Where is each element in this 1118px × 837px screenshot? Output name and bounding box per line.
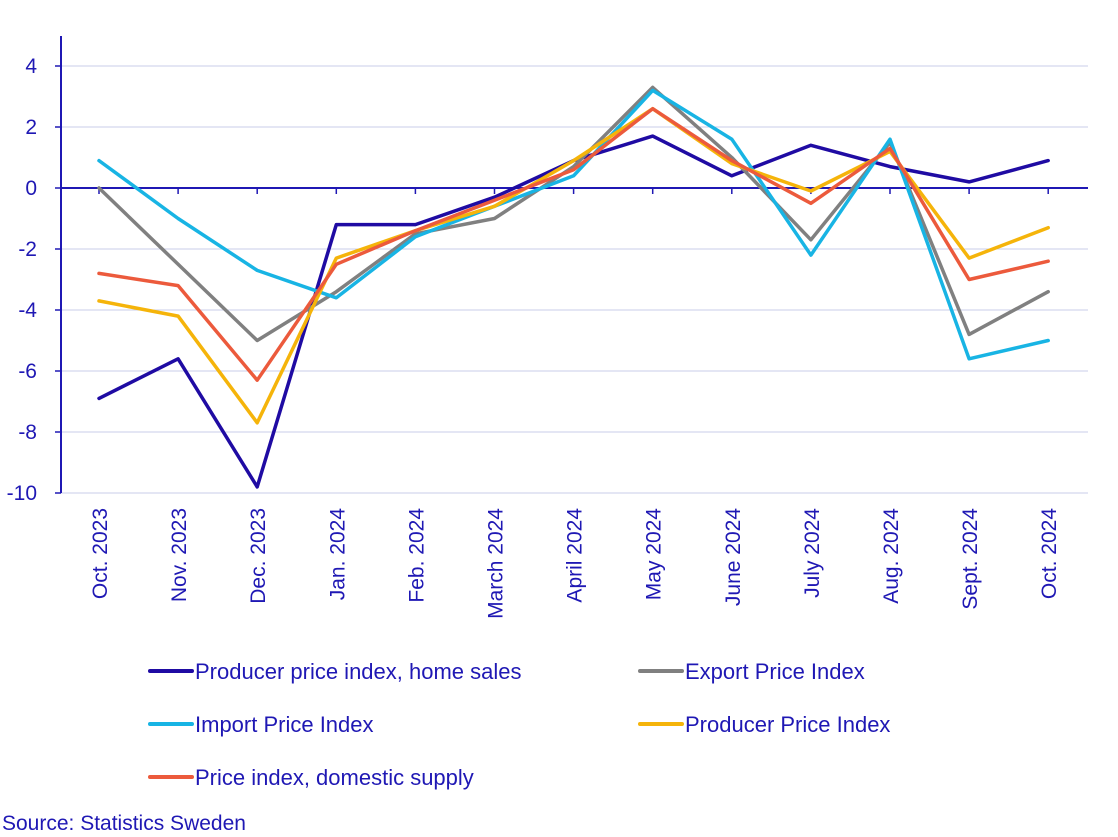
x-tick-label: Jan. 2024 — [326, 508, 349, 601]
y-tick-label: -2 — [18, 238, 37, 261]
legend-label: Producer price index, home sales — [195, 659, 522, 684]
legend-label: Price index, domestic supply — [195, 765, 474, 790]
x-tick-label: Oct. 2023 — [89, 508, 112, 599]
x-tick-label: June 2024 — [722, 508, 745, 606]
x-tick-label: Feb. 2024 — [405, 508, 428, 603]
x-tick-label: Dec. 2023 — [247, 508, 270, 604]
x-axis: Oct. 2023 Nov. 2023 Dec. 2023 Jan. 2024 Feb.… — [61, 187, 1088, 619]
x-tick-label: April 2024 — [564, 508, 587, 603]
y-tick-label: -4 — [18, 299, 37, 322]
x-tick-label: Sept. 2024 — [959, 508, 982, 610]
legend: Producer price index, home sales Export P… — [148, 659, 890, 790]
series-lines — [97, 85, 1050, 489]
x-tick-label: July 2024 — [801, 508, 824, 598]
y-tick-label: 2 — [25, 116, 37, 139]
gridlines — [61, 65, 1088, 494]
x-tick-label: March 2024 — [485, 508, 508, 619]
legend-label: Import Price Index — [195, 712, 374, 737]
x-tick-label: Aug. 2024 — [880, 508, 903, 604]
legend-label: Producer Price Index — [685, 712, 890, 737]
y-tick-label: -8 — [18, 421, 37, 444]
legend-label: Export Price Index — [685, 659, 865, 684]
x-tick-label: May 2024 — [643, 508, 666, 601]
y-tick-label: -10 — [7, 482, 37, 505]
series-line — [97, 106, 1050, 425]
y-tick-label: 0 — [25, 177, 37, 200]
source-note: Source: Statistics Sweden — [2, 812, 246, 835]
x-tick-label: Nov. 2023 — [168, 508, 191, 602]
y-tick-label: -6 — [18, 360, 37, 383]
y-tick-label: 4 — [25, 55, 37, 78]
series-line — [97, 88, 1050, 361]
series-line — [97, 85, 1050, 343]
series-line — [97, 106, 1050, 382]
x-tick-label: Oct. 2024 — [1038, 508, 1061, 599]
y-axis: 4 2 0 -2 -4 -6 -8 -10 — [7, 36, 62, 505]
